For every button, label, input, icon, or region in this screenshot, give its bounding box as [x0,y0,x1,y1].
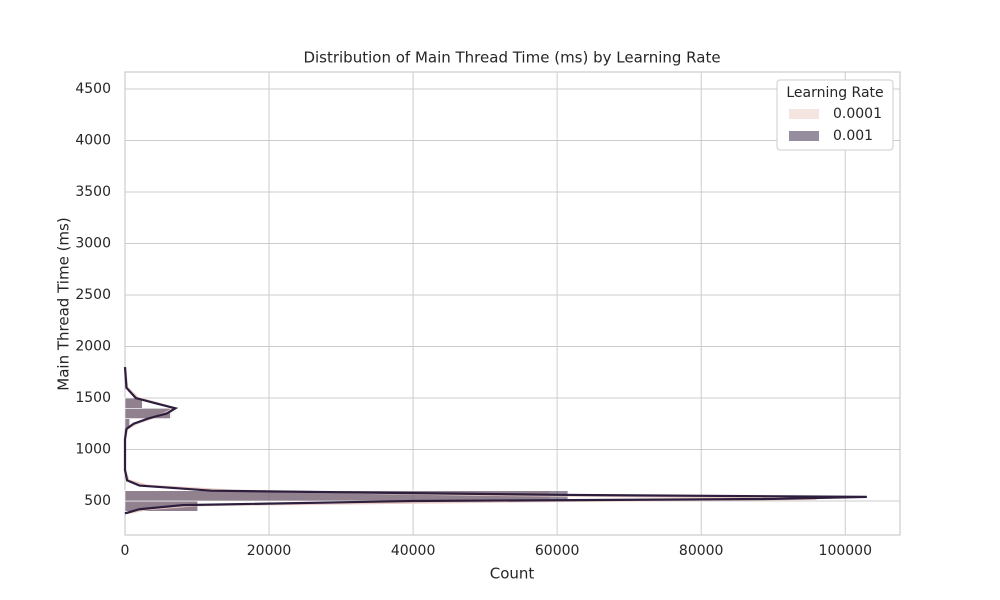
x-axis-label: Count [490,565,535,583]
y-tick-label: 1000 [75,442,111,458]
x-tick-label: 40000 [391,543,436,559]
y-tick-label: 1500 [75,390,111,406]
y-axis-label: Main Thread Time (ms) [55,217,73,390]
x-tick-label: 80000 [679,543,724,559]
y-tick-label: 3500 [75,184,111,200]
kde-line [123,367,867,515]
x-tick-label: 60000 [535,543,580,559]
y-tick-label: 3000 [75,236,111,252]
legend-title: Learning Rate [786,85,883,101]
y-tick-label: 4500 [75,81,111,97]
x-tick-label: 0 [121,543,130,559]
x-tick-label: 100000 [819,543,872,559]
y-tick-label: 4000 [75,132,111,148]
legend-label: 0.0001 [833,106,882,122]
plot-frame [124,71,901,536]
y-tick-label: 2000 [75,339,111,355]
x-tick-label: 20000 [247,543,292,559]
legend-swatch [789,109,819,119]
legend-label: 0.001 [833,128,873,144]
y-tick-label: 2500 [75,287,111,303]
legend-swatch [789,131,819,141]
chart-title: Distribution of Main Thread Time (ms) by… [303,49,720,67]
y-tick-label: 500 [84,493,111,509]
bar [124,397,143,409]
